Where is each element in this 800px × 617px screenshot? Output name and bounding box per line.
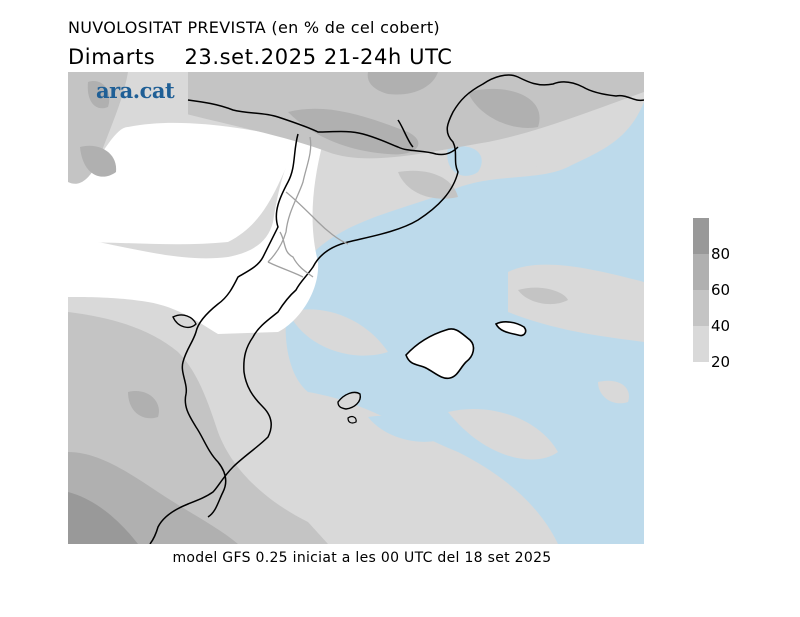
cloud-band-north: [398, 170, 458, 199]
sea-area: [285, 102, 644, 544]
island-formentera: [347, 416, 357, 424]
clear-area-interior: [68, 142, 323, 334]
island-eivissa: [337, 391, 361, 410]
province-border: [267, 261, 304, 278]
cloud-patch-sea: [448, 408, 558, 460]
legend-label: 20: [711, 353, 731, 371]
cloud-band-northwest: [80, 145, 117, 177]
cloud-band-northwest: [87, 81, 110, 109]
ara-cat-logo: ara.cat: [96, 78, 175, 103]
legend-swatch-80-100: [693, 218, 709, 254]
cloud-patch-sea: [527, 151, 553, 168]
clear-area-northwest: [68, 122, 298, 245]
province-border: [285, 191, 349, 245]
cloud-patch-sea: [288, 309, 388, 356]
cloud-band-southwest: [68, 492, 138, 544]
map-svg: [68, 72, 644, 544]
map-title: NUVOLOSITAT PREVISTA (en % de cel cobert…: [68, 18, 440, 37]
legend-label: 60: [711, 281, 731, 299]
border-catalonia: [181, 133, 299, 518]
cloud-cover-map: [68, 72, 644, 544]
cloud-patch-sea: [598, 380, 629, 404]
cloud-band-north: [468, 88, 540, 128]
legend-label: 80: [711, 245, 731, 263]
cloud-cover-legend: [693, 218, 709, 362]
province-border: [267, 136, 312, 263]
legend-swatch-60-80: [693, 254, 709, 290]
cloud-patch-sea: [508, 264, 644, 342]
sea-area-lower: [368, 415, 448, 442]
legend-label: 40: [711, 317, 731, 335]
legend-swatch-40-60: [693, 290, 709, 326]
border-pyrenees-east: [397, 119, 414, 148]
border-pyrenees: [187, 99, 459, 156]
island-mallorca: [405, 328, 475, 380]
border-andorra: [172, 314, 197, 329]
clear-area-inland: [164, 265, 179, 284]
cloud-patch-sea: [518, 287, 568, 305]
province-border: [279, 231, 314, 278]
cloud-band-north: [367, 72, 438, 95]
coastline: [149, 74, 644, 544]
legend-swatch-20-40: [693, 326, 709, 362]
forecast-date: Dimarts 23.set.2025 21-24h UTC: [68, 45, 453, 69]
cloud-band-north: [178, 72, 644, 159]
model-info: model GFS 0.25 iniciat a les 00 UTC del …: [172, 550, 552, 566]
cloud-band-southwest: [128, 391, 159, 419]
island-menorca: [494, 321, 527, 337]
